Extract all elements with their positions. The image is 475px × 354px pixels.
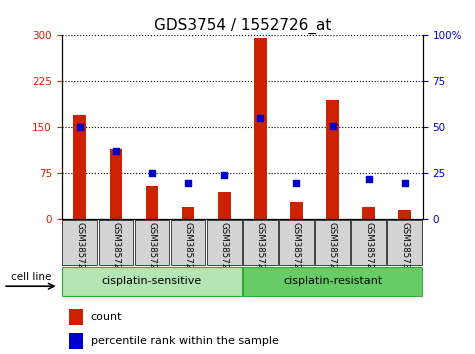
Bar [110,149,122,219]
Text: cisplatin-sensitive: cisplatin-sensitive [102,276,202,286]
Point [329,123,336,129]
Bar [74,115,86,219]
Text: GSM385721: GSM385721 [76,222,84,275]
FancyBboxPatch shape [63,220,97,265]
Point [365,176,372,182]
Bar [69,309,84,325]
FancyBboxPatch shape [388,220,422,265]
Text: cell line: cell line [10,272,51,282]
Text: GSM385728: GSM385728 [328,222,337,275]
Point [220,172,228,178]
Bar [290,202,303,219]
Text: GSM385727: GSM385727 [292,222,301,275]
FancyBboxPatch shape [315,220,350,265]
Bar [254,39,266,219]
Text: GSM385730: GSM385730 [400,222,409,275]
Bar [69,333,84,349]
Point [76,125,84,130]
Text: GSM385725: GSM385725 [220,222,228,275]
FancyBboxPatch shape [207,220,241,265]
FancyBboxPatch shape [352,220,386,265]
FancyBboxPatch shape [135,220,169,265]
Bar [146,186,158,219]
Point [112,149,120,154]
Point [256,115,264,121]
Text: percentile rank within the sample: percentile rank within the sample [91,336,278,346]
FancyBboxPatch shape [171,220,205,265]
Text: GSM385729: GSM385729 [364,222,373,274]
Text: cisplatin-resistant: cisplatin-resistant [283,276,382,286]
Point [293,180,300,185]
Text: count: count [91,312,122,322]
Bar [182,207,194,219]
FancyBboxPatch shape [243,267,422,296]
Text: GSM385724: GSM385724 [184,222,192,275]
Point [184,180,192,185]
Bar [218,192,230,219]
Text: GSM385723: GSM385723 [148,222,156,275]
FancyBboxPatch shape [279,220,314,265]
FancyBboxPatch shape [99,220,133,265]
Bar [399,210,411,219]
Text: GSM385722: GSM385722 [112,222,120,275]
Point [148,171,156,176]
FancyBboxPatch shape [63,267,241,296]
Bar [326,100,339,219]
Bar [362,207,375,219]
Text: GSM385726: GSM385726 [256,222,265,275]
Title: GDS3754 / 1552726_at: GDS3754 / 1552726_at [153,18,331,34]
FancyBboxPatch shape [243,220,277,265]
Point [401,180,408,185]
